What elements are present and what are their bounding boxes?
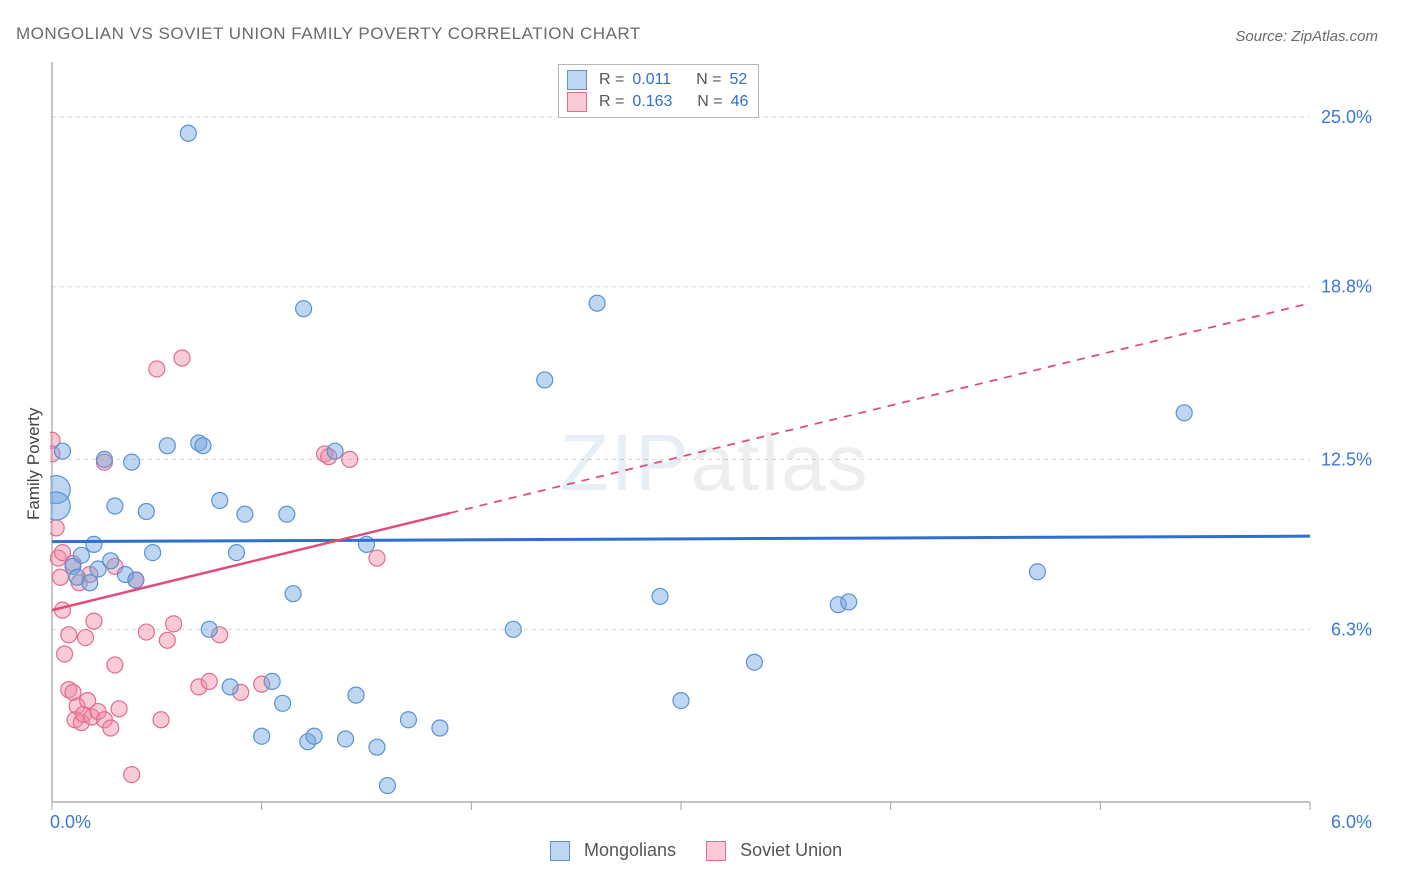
- swatch-mongolians: [567, 70, 587, 90]
- svg-text:6.3%: 6.3%: [1331, 619, 1372, 639]
- svg-text:12.5%: 12.5%: [1321, 449, 1372, 469]
- n-label: N =: [696, 69, 721, 91]
- legend-label-mongolians: Mongolians: [584, 840, 676, 861]
- swatch-mongolians: [550, 841, 570, 861]
- legend-label-soviet: Soviet Union: [740, 840, 842, 861]
- r-value-mongolians: 0.011: [632, 69, 671, 91]
- source-attribution: Source: ZipAtlas.com: [1235, 28, 1378, 45]
- stats-row-soviet: R = 0.163 N = 46: [567, 91, 748, 113]
- svg-text:25.0%: 25.0%: [1321, 107, 1372, 127]
- swatch-soviet: [567, 92, 587, 112]
- svg-text:0.0%: 0.0%: [50, 812, 91, 832]
- legend-bottom: Mongolians Soviet Union: [550, 840, 842, 861]
- swatch-soviet: [706, 841, 726, 861]
- n-value-mongolians: 52: [729, 69, 747, 91]
- stats-row-mongolians: R = 0.011 N = 52: [567, 69, 748, 91]
- n-value-soviet: 46: [731, 91, 749, 113]
- r-value-soviet: 0.163: [632, 91, 672, 113]
- chart-title: MONGOLIAN VS SOVIET UNION FAMILY POVERTY…: [16, 24, 641, 44]
- svg-text:18.8%: 18.8%: [1321, 277, 1372, 297]
- svg-text:6.0%: 6.0%: [1331, 812, 1372, 832]
- r-label: R =: [599, 69, 624, 91]
- r-label: R =: [599, 91, 624, 113]
- n-label: N =: [697, 91, 722, 113]
- plot-area: 6.3%12.5%18.8%25.0%0.0%6.0% ZIPatlas R =…: [50, 62, 1380, 832]
- scatter-chart: 6.3% 12.5% 18.8% 25.0% 0.0% 6.0%: [50, 62, 1380, 832]
- stats-legend-box: R = 0.011 N = 52 R = 0.163 N = 46: [558, 64, 759, 118]
- y-axis-label: Family Poverty: [24, 408, 44, 520]
